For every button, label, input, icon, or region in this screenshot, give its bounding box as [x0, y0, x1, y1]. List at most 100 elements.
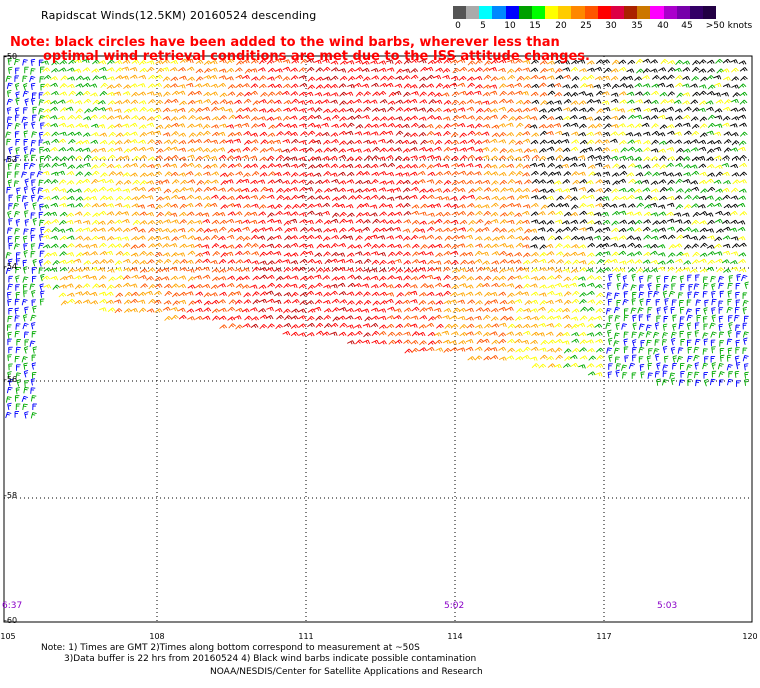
wind-barb [31, 267, 37, 274]
wind-barb [329, 331, 338, 336]
wind-barb [594, 147, 603, 152]
wind-barb [15, 387, 21, 395]
wind-barb [371, 315, 379, 320]
wind-barb [539, 354, 548, 360]
wind-barb [249, 219, 258, 225]
wind-barb [555, 354, 563, 360]
wind-barb [563, 107, 571, 112]
wind-barb [274, 203, 283, 209]
time-label: 5:02 [444, 601, 465, 611]
wind-barb [202, 235, 211, 241]
wind-barb [52, 260, 61, 266]
wind-barb [162, 236, 170, 241]
wind-barb [731, 243, 740, 249]
wind-barb [30, 68, 36, 75]
wind-barb [638, 275, 644, 283]
wind-barb [594, 275, 603, 281]
wind-barb [267, 163, 276, 169]
wind-barb [546, 123, 555, 129]
wind-barb [170, 116, 179, 122]
wind-barb [659, 171, 667, 176]
wind-barb [410, 115, 419, 120]
wind-barb [706, 156, 715, 161]
wind-barb [218, 276, 227, 281]
wind-barb [354, 188, 363, 193]
wind-barb [622, 372, 628, 379]
wind-barb [579, 148, 588, 154]
wind-barb [491, 260, 500, 265]
wind-barb [82, 82, 91, 88]
wind-barb [601, 212, 609, 217]
wind-barb [282, 115, 291, 121]
wind-barb [379, 259, 387, 266]
wind-barb [59, 195, 68, 201]
wind-barb [97, 267, 106, 272]
wind-barb [625, 75, 634, 81]
wind-barb [569, 187, 578, 192]
wind-barb [354, 164, 363, 169]
wind-barb [274, 226, 283, 232]
wind-barb [236, 60, 244, 66]
wind-barb [6, 155, 12, 163]
wind-barb [594, 66, 603, 72]
wind-barb [714, 243, 722, 249]
wind-barb [546, 75, 555, 80]
wind-barb [283, 244, 291, 249]
wind-barb [122, 204, 131, 209]
wind-barb [434, 99, 443, 104]
wind-barb [522, 244, 530, 249]
wind-barb [650, 196, 659, 201]
wind-barb [514, 180, 523, 185]
wind-barb [457, 107, 466, 112]
wind-barb [395, 75, 403, 80]
wind-barb [387, 100, 396, 105]
wind-barb [170, 139, 179, 145]
wind-barb [219, 123, 227, 128]
wind-barb [699, 123, 708, 129]
wind-barb [259, 274, 268, 280]
wind-barb [148, 74, 156, 80]
wind-barb [467, 138, 476, 144]
wind-barb [467, 299, 476, 305]
wind-barb [442, 116, 451, 121]
wind-barb [146, 308, 155, 313]
wind-barb [666, 83, 675, 88]
wind-barb [555, 292, 563, 297]
wind-barb [538, 179, 547, 184]
wind-barb [643, 99, 652, 104]
wind-barb [204, 202, 212, 209]
wind-barb [99, 91, 108, 97]
wind-barb [203, 307, 212, 312]
wind-barb [674, 108, 683, 113]
wind-barb [451, 211, 460, 216]
wind-barb [362, 212, 371, 217]
wind-barb [718, 307, 724, 314]
wind-barb [194, 202, 203, 207]
wind-barb [645, 331, 652, 338]
wind-barb [721, 92, 729, 97]
wind-barb [450, 132, 459, 138]
wind-barb [474, 315, 482, 321]
wind-barb [420, 203, 428, 209]
wind-barb [418, 83, 427, 89]
wind-barb [514, 316, 523, 322]
wind-barb [450, 76, 459, 81]
wind-barb [540, 171, 548, 176]
wind-barb [731, 98, 739, 104]
wind-barb [331, 196, 340, 201]
wind-barb [610, 242, 618, 248]
wind-barb [652, 171, 660, 177]
wind-barb [38, 259, 44, 267]
wind-barb [562, 332, 570, 337]
wind-barb [178, 115, 187, 120]
wind-barb [434, 115, 442, 121]
wind-barb [250, 179, 258, 185]
wind-barb [577, 236, 586, 241]
scale-swatch [676, 6, 690, 19]
wind-barb [523, 283, 531, 289]
wind-barb [90, 266, 99, 272]
wind-barb [315, 315, 324, 321]
wind-barb [587, 371, 596, 376]
wind-barb [371, 330, 380, 337]
wind-barb [15, 323, 21, 330]
